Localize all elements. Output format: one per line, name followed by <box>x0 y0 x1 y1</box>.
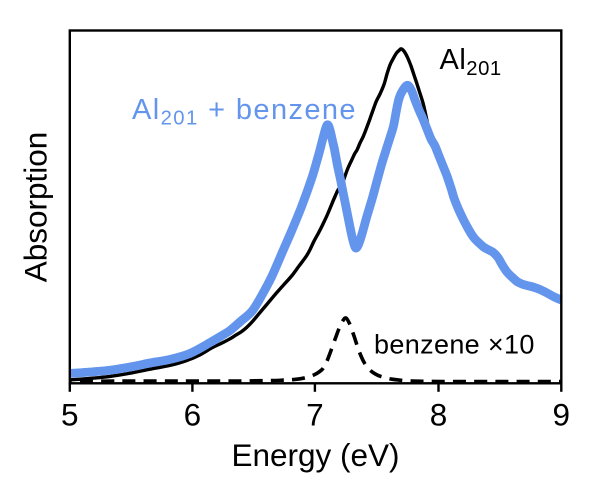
svg-text:5: 5 <box>61 396 79 432</box>
svg-text:Al201: Al201 <box>440 44 502 80</box>
svg-text:benzene ×10: benzene ×10 <box>374 330 535 360</box>
svg-text:Al201 + benzene: Al201 + benzene <box>132 94 357 130</box>
svg-text:Energy (eV): Energy (eV) <box>231 437 399 473</box>
svg-text:7: 7 <box>306 396 324 432</box>
svg-text:6: 6 <box>184 396 202 432</box>
svg-text:9: 9 <box>553 396 571 432</box>
svg-text:8: 8 <box>430 396 448 432</box>
svg-text:Absorption: Absorption <box>18 132 54 283</box>
